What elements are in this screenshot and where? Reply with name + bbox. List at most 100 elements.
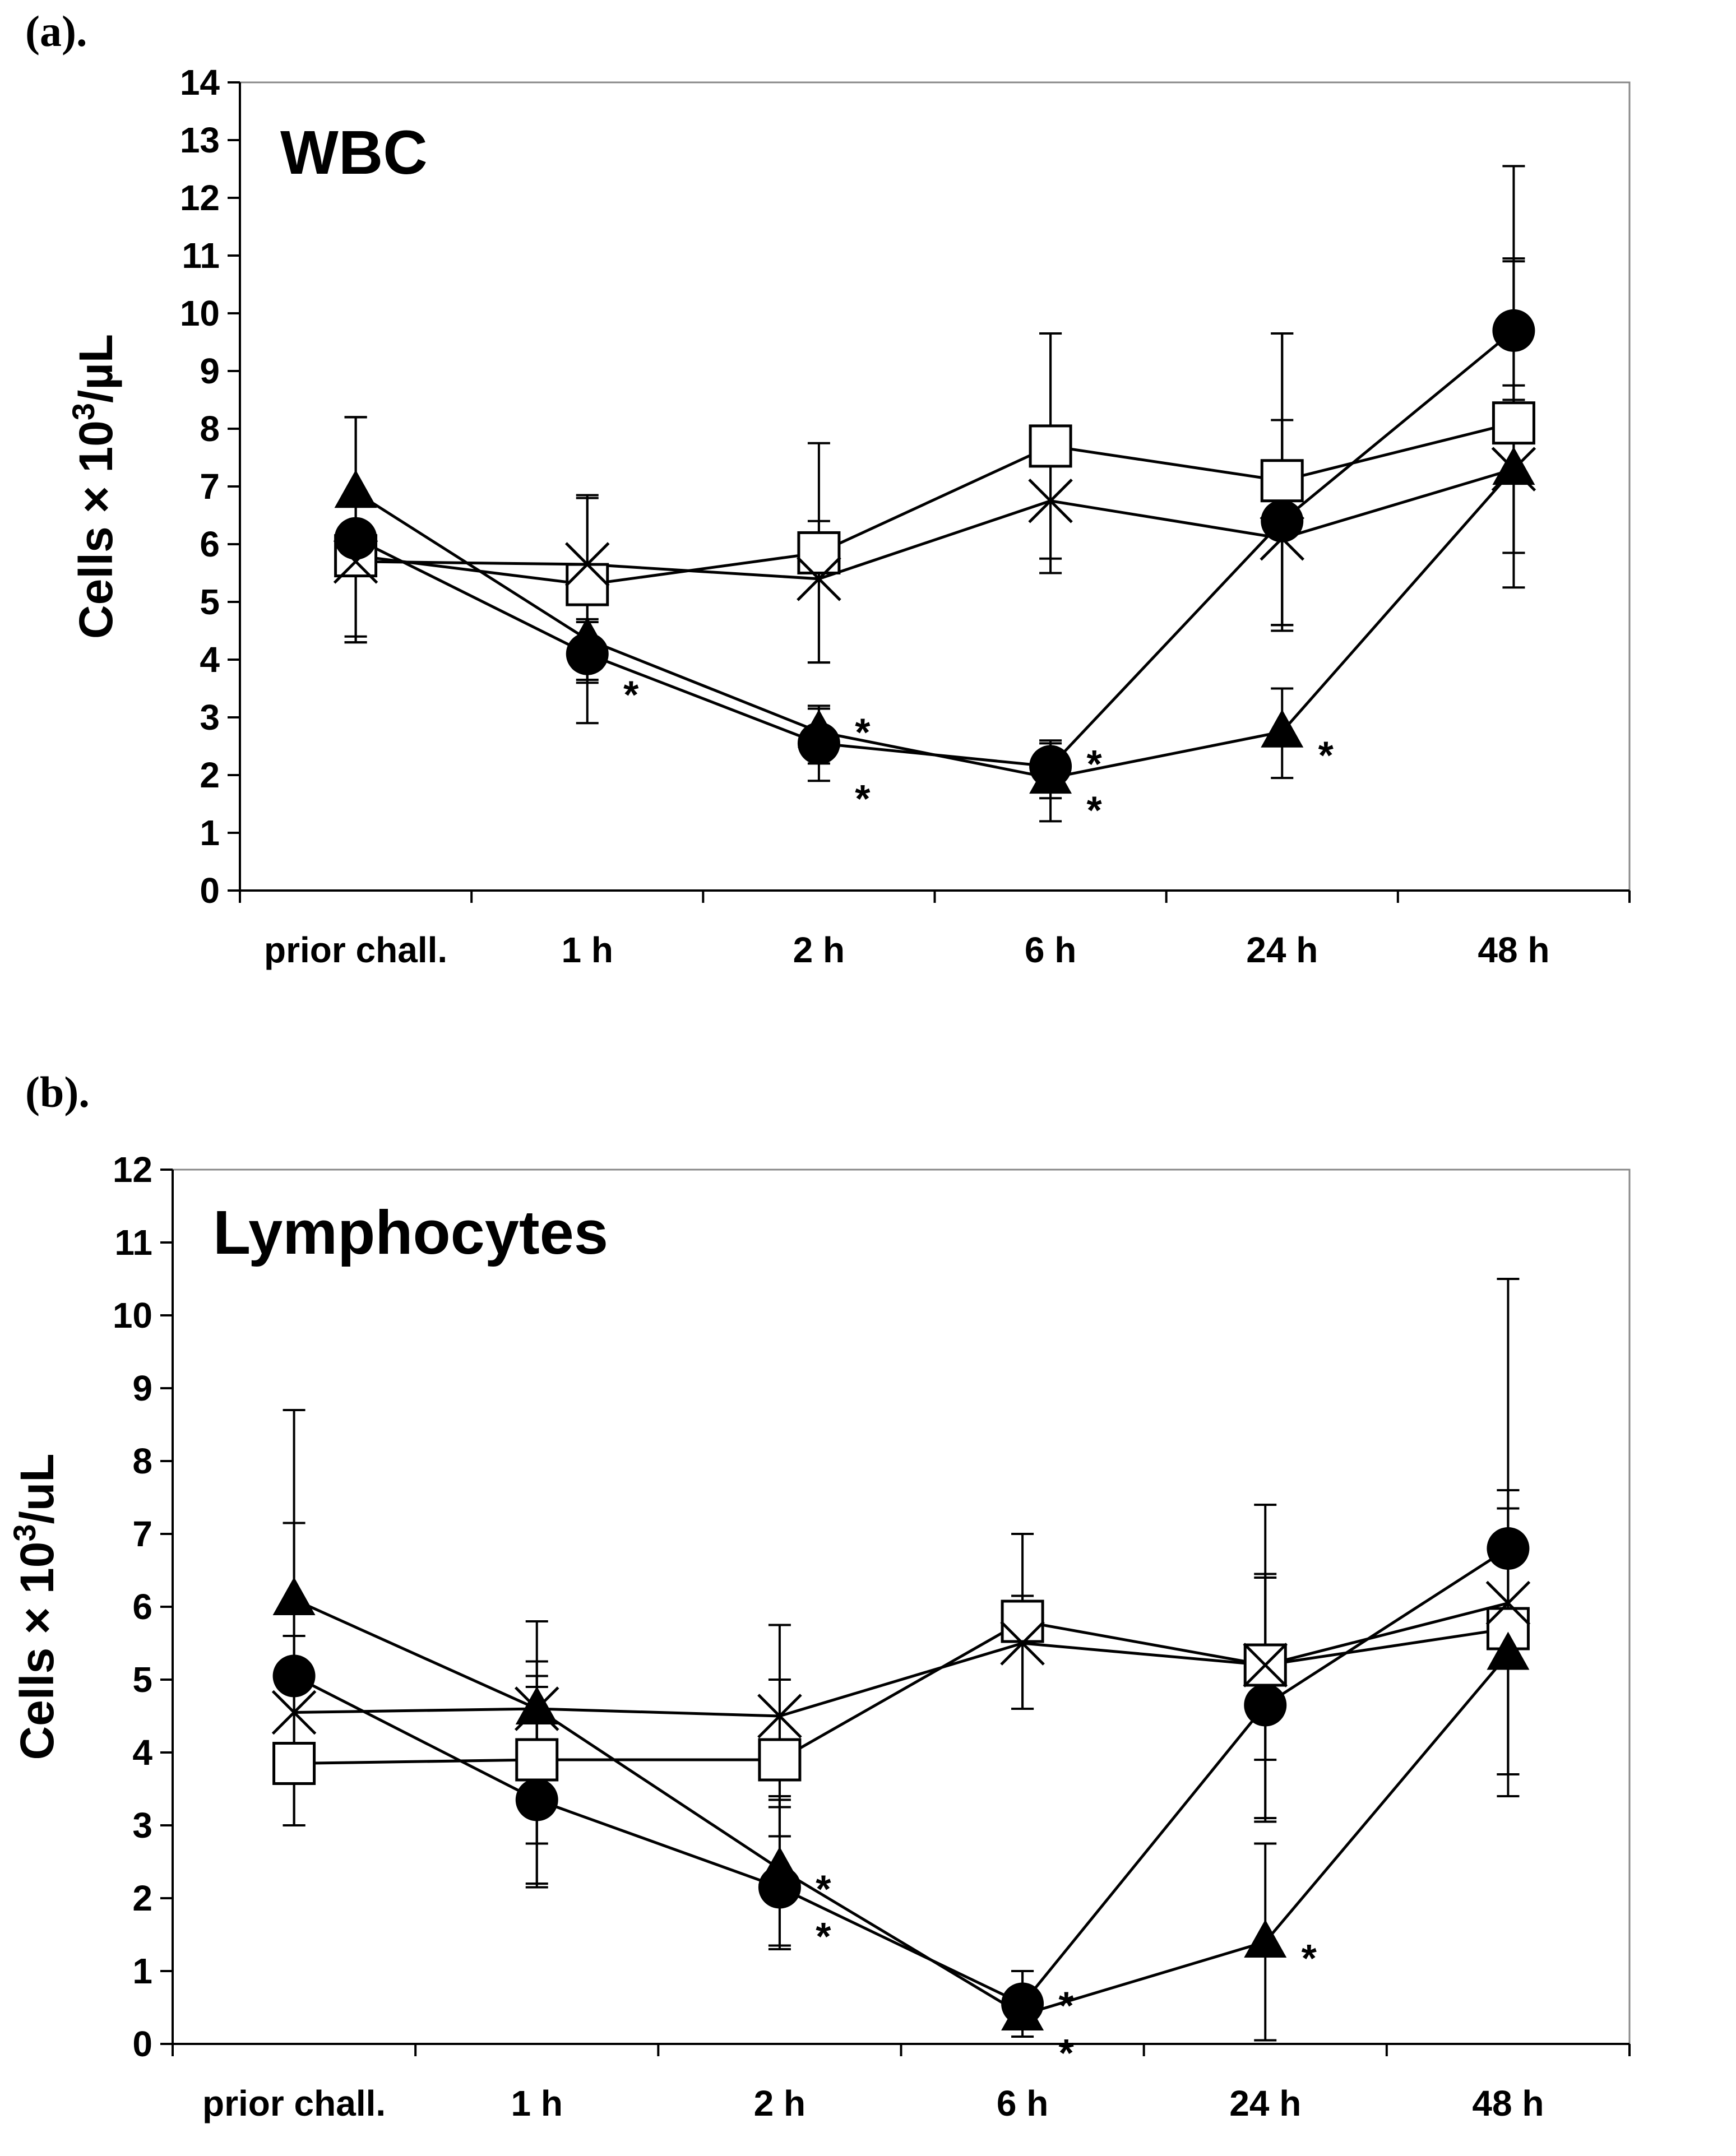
panel-b-circle-marker: [1487, 1527, 1530, 1570]
panel-b-triangle-marker: [1244, 1919, 1287, 1958]
panel-a-y-tick-label: 10: [180, 293, 220, 333]
panel-a-square-series-line: [355, 421, 1515, 586]
panel-b-square-marker: [272, 1742, 316, 1785]
panel-a-y-tick-label: 3: [200, 697, 220, 738]
panel-a-x-tick-label: 24 h: [1246, 930, 1318, 970]
panel-b-significance-star: *: [816, 1914, 831, 1958]
panel-a-y-tick-label: 4: [200, 639, 220, 680]
panel-b-significance-star: *: [1058, 2031, 1074, 2075]
panel-b-cross-marker-stroke: [1000, 1621, 1045, 1666]
panel-a-cross-marker-stroke: [564, 542, 610, 587]
panel-b-square-marker: [515, 1738, 559, 1782]
panel-a-cross-series-line: [355, 467, 1515, 581]
panel-b-x-tick-label: prior chall.: [202, 2083, 386, 2123]
panel-b-y-tick-label: 4: [132, 1732, 152, 1773]
panel-a-label: (a).: [25, 7, 87, 55]
panel-a-plot-area: [239, 81, 1631, 892]
panel-a-square-marker: [1260, 459, 1304, 503]
panel-a-y-tick-label: 1: [200, 813, 220, 853]
panel-a-triangle-marker: [1492, 447, 1535, 485]
panel-a-square-marker: [797, 531, 841, 574]
panel-b-y-tick-label: 8: [132, 1441, 152, 1481]
panel-a-y-axis-label: Cells × 103/µL: [66, 334, 122, 639]
panel-a-circle-marker: [797, 722, 840, 765]
panel-a-title: WBC: [280, 118, 428, 187]
panel-b-y-axis-label: Cells × 103/uL: [7, 1453, 63, 1760]
panel-b-circle-marker: [758, 1866, 801, 1909]
panel-b-y-tick-label: 11: [114, 1222, 152, 1263]
panel-b-cross-series-line: [294, 1602, 1509, 1718]
panel-b-triangle-marker: [515, 1686, 558, 1724]
panel-a-circle-marker: [334, 517, 377, 560]
panel-a-y-tick-label: 9: [200, 351, 220, 391]
panel-a-x-tick-label: 1 h: [562, 930, 613, 970]
panel-b-circle-series-line: [293, 1547, 1509, 2006]
panel-b-label: (b).: [25, 1068, 90, 1116]
panel-b-significance-star: *: [1302, 1936, 1317, 1980]
panel-b-plot-area: [172, 1169, 1631, 2045]
panel-a-cross-marker-stroke: [1028, 478, 1073, 523]
panel-a-significance-star: *: [1086, 788, 1102, 832]
panel-a-y-tick-label: 14: [180, 62, 220, 103]
panel-a-y-tick-label: 7: [200, 466, 220, 507]
panel-b-y-tick-label: 3: [132, 1805, 152, 1846]
panel-b-y-tick-label: 6: [132, 1587, 152, 1627]
panel-a-x-tick-label: 6 h: [1025, 930, 1076, 970]
panel-a-circle-marker: [1492, 309, 1535, 352]
panel-b-lymphocytes-chart: (b). Lymphocytes Cells × 103/uL 01234567…: [7, 1068, 1631, 2123]
panel-b-circle-marker: [1244, 1684, 1287, 1727]
panel-b-cross-marker-stroke: [1243, 1643, 1288, 1687]
panel-a-significance-star: *: [623, 673, 639, 716]
panel-b-y-tick-label: 12: [113, 1149, 152, 1190]
panel-b-square-marker: [1001, 1599, 1044, 1643]
panel-a-y-tick-label: 2: [200, 755, 220, 795]
panel-b-y-tick-label: 10: [113, 1295, 152, 1336]
panel-a-cross-marker: [1028, 478, 1073, 523]
panel-a-significance-star: *: [855, 777, 871, 820]
panel-a-significance-star: *: [1086, 742, 1102, 786]
panel-a-circle-marker: [1261, 499, 1304, 543]
panel-b-cross-marker: [757, 1694, 802, 1738]
panel-a-square-marker: [1492, 401, 1535, 445]
panel-b-cross-marker-stroke: [1485, 1580, 1531, 1626]
panel-a-y-tick-label: 11: [182, 235, 220, 276]
panel-a-square-marker: [566, 563, 609, 606]
panel-a-y-tick-label: 6: [200, 524, 220, 564]
panel-a-circle-marker: [1029, 745, 1072, 788]
panel-b-circle-marker: [515, 1778, 558, 1821]
panel-a-cross-marker-stroke: [797, 557, 841, 601]
panel-a-circle-marker: [566, 632, 609, 675]
panel-b-x-tick-label: 1 h: [511, 2083, 563, 2123]
panel-b-title: Lymphocytes: [213, 1198, 608, 1267]
panel-a-triangle-marker: [334, 470, 377, 508]
panel-b-x-tick-label: 48 h: [1472, 2083, 1544, 2123]
panel-a-significance-star: *: [1318, 734, 1334, 777]
panel-b-y-tick-label: 9: [132, 1368, 152, 1408]
panel-b-square-series-line: [294, 1620, 1508, 1765]
panel-b-significance-star: *: [1058, 1984, 1074, 2028]
panel-b-y-tick-label: 5: [132, 1659, 152, 1700]
panel-a-square-marker: [1029, 424, 1072, 468]
panel-b-y-tick-label: 2: [132, 1878, 152, 1918]
panel-a-y-tick-label: 13: [180, 120, 220, 160]
panel-a-circle-series-line: [355, 329, 1515, 768]
panel-a-significance-star: *: [855, 710, 871, 754]
panel-b-triangle-marker: [272, 1577, 316, 1615]
panel-b-triangle-series-line: [293, 1598, 1510, 2016]
panel-b-x-tick-label: 6 h: [997, 2083, 1048, 2123]
panel-b-x-tick-label: 2 h: [754, 2083, 805, 2123]
panel-b-triangle-marker: [1487, 1631, 1530, 1670]
panel-b-cross-marker: [1485, 1580, 1531, 1626]
panel-a-y-tick-label: 0: [200, 870, 220, 911]
panel-b-y-tick-label: 7: [132, 1514, 152, 1554]
panel-b-circle-marker: [272, 1654, 316, 1698]
panel-b-cross-marker: [1243, 1643, 1288, 1687]
panel-b-cross-marker: [1000, 1621, 1045, 1666]
panel-b-y-tick-label: 1: [132, 1951, 152, 1991]
panel-a-y-tick-label: 5: [200, 582, 220, 622]
panel-a-x-tick-label: 2 h: [793, 930, 845, 970]
panel-a-wbc-chart: (a). WBC Cells × 103/µL 0123456789101112…: [25, 7, 1631, 970]
panel-a-cross-marker: [797, 557, 841, 601]
panel-b-square-marker: [758, 1738, 802, 1782]
